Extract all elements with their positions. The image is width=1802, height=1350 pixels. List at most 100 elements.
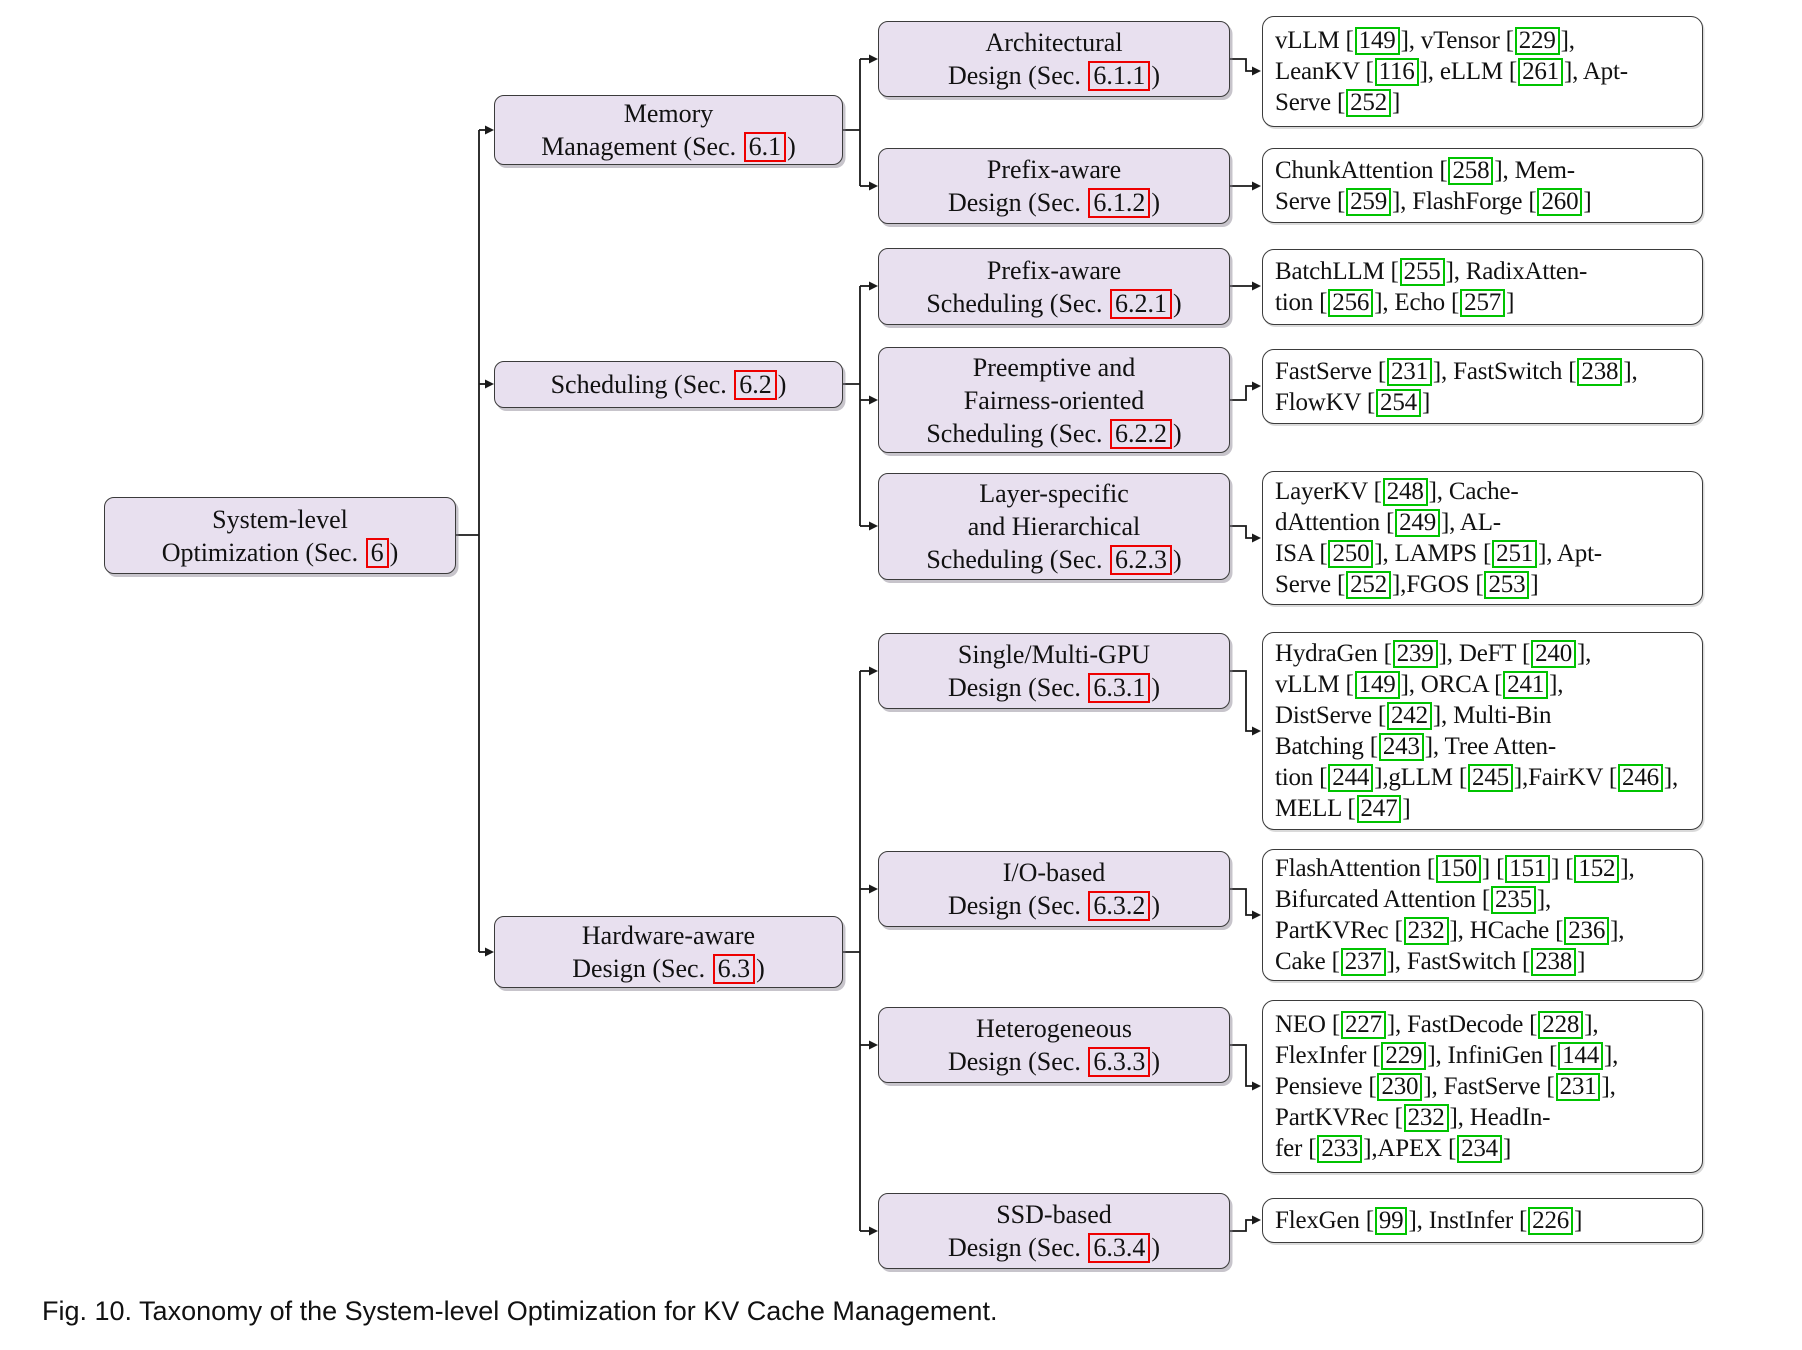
citation-link-251[interactable]: 251: [1492, 540, 1538, 568]
leaf-text-line: tion [256], Echo [257]: [1275, 289, 1515, 317]
citation-link-246[interactable]: 246: [1618, 764, 1663, 792]
leaf-text-line: Bifurcated Attention [235],: [1275, 886, 1552, 914]
section-link-6.3.4[interactable]: 6.3.4: [1088, 1233, 1151, 1263]
citation-link-238[interactable]: 238: [1577, 357, 1623, 386]
node-label-line: Scheduling (Sec. 6.2.1): [926, 288, 1182, 319]
citation-link-232[interactable]: 232: [1403, 1104, 1449, 1132]
section-link-6.2[interactable]: 6.2: [734, 370, 777, 400]
citation-link-248[interactable]: 248: [1382, 478, 1428, 506]
leaf-text-line: ChunkAttention [258], Mem-: [1275, 156, 1575, 185]
node-label-line: Preemptive and: [972, 352, 1136, 382]
section-link-6[interactable]: 6: [365, 537, 389, 568]
citation-link-234[interactable]: 234: [1457, 1135, 1502, 1163]
tree-edge-arrow: [1230, 381, 1261, 401]
section-link-6.1[interactable]: 6.1: [743, 132, 787, 162]
citation-link-238[interactable]: 238: [1531, 948, 1577, 976]
leaf-text-line: PartKVRec [232], HCache [236],: [1275, 917, 1625, 945]
citation-link-242[interactable]: 242: [1386, 702, 1432, 730]
figure-caption: Fig. 10. Taxonomy of the System-level Op…: [42, 1296, 998, 1326]
citation-link-250[interactable]: 250: [1328, 540, 1374, 568]
tree-node-preemptive-fairness-oriented-scheduling: Preemptive and Fairness-oriented Schedulin…: [878, 347, 1230, 453]
node-label-line: Single/Multi-GPU: [957, 640, 1151, 669]
citation-link-149[interactable]: 149: [1354, 27, 1400, 55]
citation-link-258[interactable]: 258: [1448, 156, 1494, 185]
citation-link-233[interactable]: 233: [1317, 1135, 1363, 1163]
node-label-line: Design (Sec. 6.3.1): [947, 673, 1161, 703]
node-label-line: Design (Sec. 6.3.3): [947, 1047, 1161, 1077]
citation-link-236[interactable]: 236: [1564, 917, 1610, 945]
section-link-6.2.1[interactable]: 6.2.1: [1110, 288, 1172, 319]
node-label-line: Prefix-aware: [986, 155, 1122, 184]
leaf-text-line: NEO [227], FastDecode [228],: [1275, 1011, 1599, 1039]
citation-link-99[interactable]: 99: [1374, 1207, 1408, 1235]
section-link-6.1.2[interactable]: 6.1.2: [1088, 188, 1151, 218]
citation-link-244[interactable]: 244: [1328, 764, 1374, 792]
section-link-6.3.2[interactable]: 6.3.2: [1088, 891, 1151, 921]
citation-link-150[interactable]: 150: [1435, 855, 1481, 883]
citation-link-144[interactable]: 144: [1558, 1042, 1604, 1070]
node-label-line: Design (Sec. 6.3): [572, 954, 765, 984]
citation-link-152[interactable]: 152: [1574, 855, 1620, 883]
citation-link-256[interactable]: 256: [1328, 289, 1374, 317]
citation-link-151[interactable]: 151: [1505, 855, 1551, 883]
node-label-line: Scheduling (Sec. 6.2.2): [926, 418, 1182, 449]
leaf-text-line: fer [233],APEX [234]: [1275, 1135, 1512, 1163]
citation-link-230[interactable]: 230: [1377, 1073, 1423, 1101]
leaf-text-line: BatchLLM [255], RadixAtten-: [1275, 258, 1588, 286]
citation-link-228[interactable]: 228: [1538, 1011, 1584, 1039]
citation-link-254[interactable]: 254: [1376, 388, 1421, 417]
citation-link-232[interactable]: 232: [1403, 917, 1449, 945]
citation-link-226[interactable]: 226: [1528, 1207, 1574, 1235]
citation-link-253[interactable]: 253: [1484, 571, 1530, 599]
citation-link-249[interactable]: 249: [1395, 509, 1441, 537]
section-link-6.3[interactable]: 6.3: [712, 954, 756, 984]
tree-node-io-based-design: I/O-based Design (Sec. 6.3.2): [878, 851, 1230, 927]
leaf-box-architectural-design-citations: vLLM [149], vTensor [229], LeanKV [116], …: [1262, 16, 1703, 127]
citation-link-245[interactable]: 245: [1468, 764, 1513, 792]
citation-link-252[interactable]: 252: [1346, 571, 1392, 599]
node-label-line: Design (Sec. 6.1.1): [947, 61, 1161, 91]
citation-link-116[interactable]: 116: [1374, 58, 1419, 86]
citation-link-259[interactable]: 259: [1346, 187, 1392, 216]
node-label-line: Design (Sec. 6.3.2): [947, 891, 1161, 921]
citation-link-239[interactable]: 239: [1392, 640, 1438, 668]
leaf-text-line: Cake [237], FastSwitch [238]: [1275, 948, 1586, 976]
citation-link-252[interactable]: 252: [1346, 89, 1392, 117]
citation-link-240[interactable]: 240: [1531, 640, 1576, 668]
tree-edge-arrow: [1230, 1215, 1261, 1232]
node-label-line: Architectural: [985, 28, 1123, 57]
section-link-6.2.3[interactable]: 6.2.3: [1110, 545, 1172, 575]
section-link-6.3.3[interactable]: 6.3.3: [1088, 1047, 1151, 1077]
citation-link-229[interactable]: 229: [1514, 27, 1560, 55]
citation-link-261[interactable]: 261: [1518, 58, 1563, 86]
leaf-text-line: Serve [252]: [1275, 89, 1401, 117]
citation-link-231[interactable]: 231: [1555, 1073, 1601, 1101]
citation-link-241[interactable]: 241: [1503, 671, 1549, 699]
citation-link-227[interactable]: 227: [1340, 1011, 1386, 1039]
leaf-box-prefix-aware-scheduling-citations: BatchLLM [255], RadixAtten-tion [256], E…: [1262, 249, 1703, 325]
section-link-6.2.2[interactable]: 6.2.2: [1110, 418, 1172, 449]
tree-node-hardware-aware-design: Hardware-aware Design (Sec. 6.3): [494, 916, 843, 988]
section-link-6.3.1[interactable]: 6.3.1: [1088, 673, 1151, 703]
node-label-line: Heterogeneous: [976, 1014, 1132, 1043]
citation-link-229[interactable]: 229: [1381, 1042, 1427, 1070]
citation-link-237[interactable]: 237: [1340, 948, 1386, 976]
node-label-line: Scheduling (Sec. 6.2.3): [926, 545, 1182, 575]
citation-link-243[interactable]: 243: [1378, 733, 1424, 761]
tree-node-scheduling: Scheduling (Sec. 6.2): [494, 361, 843, 408]
citation-link-260[interactable]: 260: [1537, 187, 1583, 216]
citation-link-247[interactable]: 247: [1356, 795, 1402, 823]
leaf-text-line: tion [244],gLLM [245],FairKV [246],: [1275, 764, 1679, 792]
citation-link-149[interactable]: 149: [1354, 671, 1400, 699]
node-label-line: Design (Sec. 6.3.4): [947, 1233, 1161, 1263]
leaf-box-preemptive-fairness-scheduling-citations: FastServe [231], FastSwitch [238], FlowKV…: [1262, 349, 1703, 424]
leaf-text-line: FastServe [231], FastSwitch [238],: [1275, 357, 1638, 386]
leaf-text-line: ISA [250], LAMPS [251], Apt-: [1275, 540, 1602, 568]
tree-edge-arrow: [1230, 888, 1261, 920]
section-link-6.1.1[interactable]: 6.1.1: [1088, 61, 1151, 91]
citation-link-255[interactable]: 255: [1399, 258, 1445, 286]
citation-link-257[interactable]: 257: [1460, 289, 1506, 317]
citation-link-231[interactable]: 231: [1386, 357, 1432, 386]
citation-link-235[interactable]: 235: [1491, 886, 1536, 914]
